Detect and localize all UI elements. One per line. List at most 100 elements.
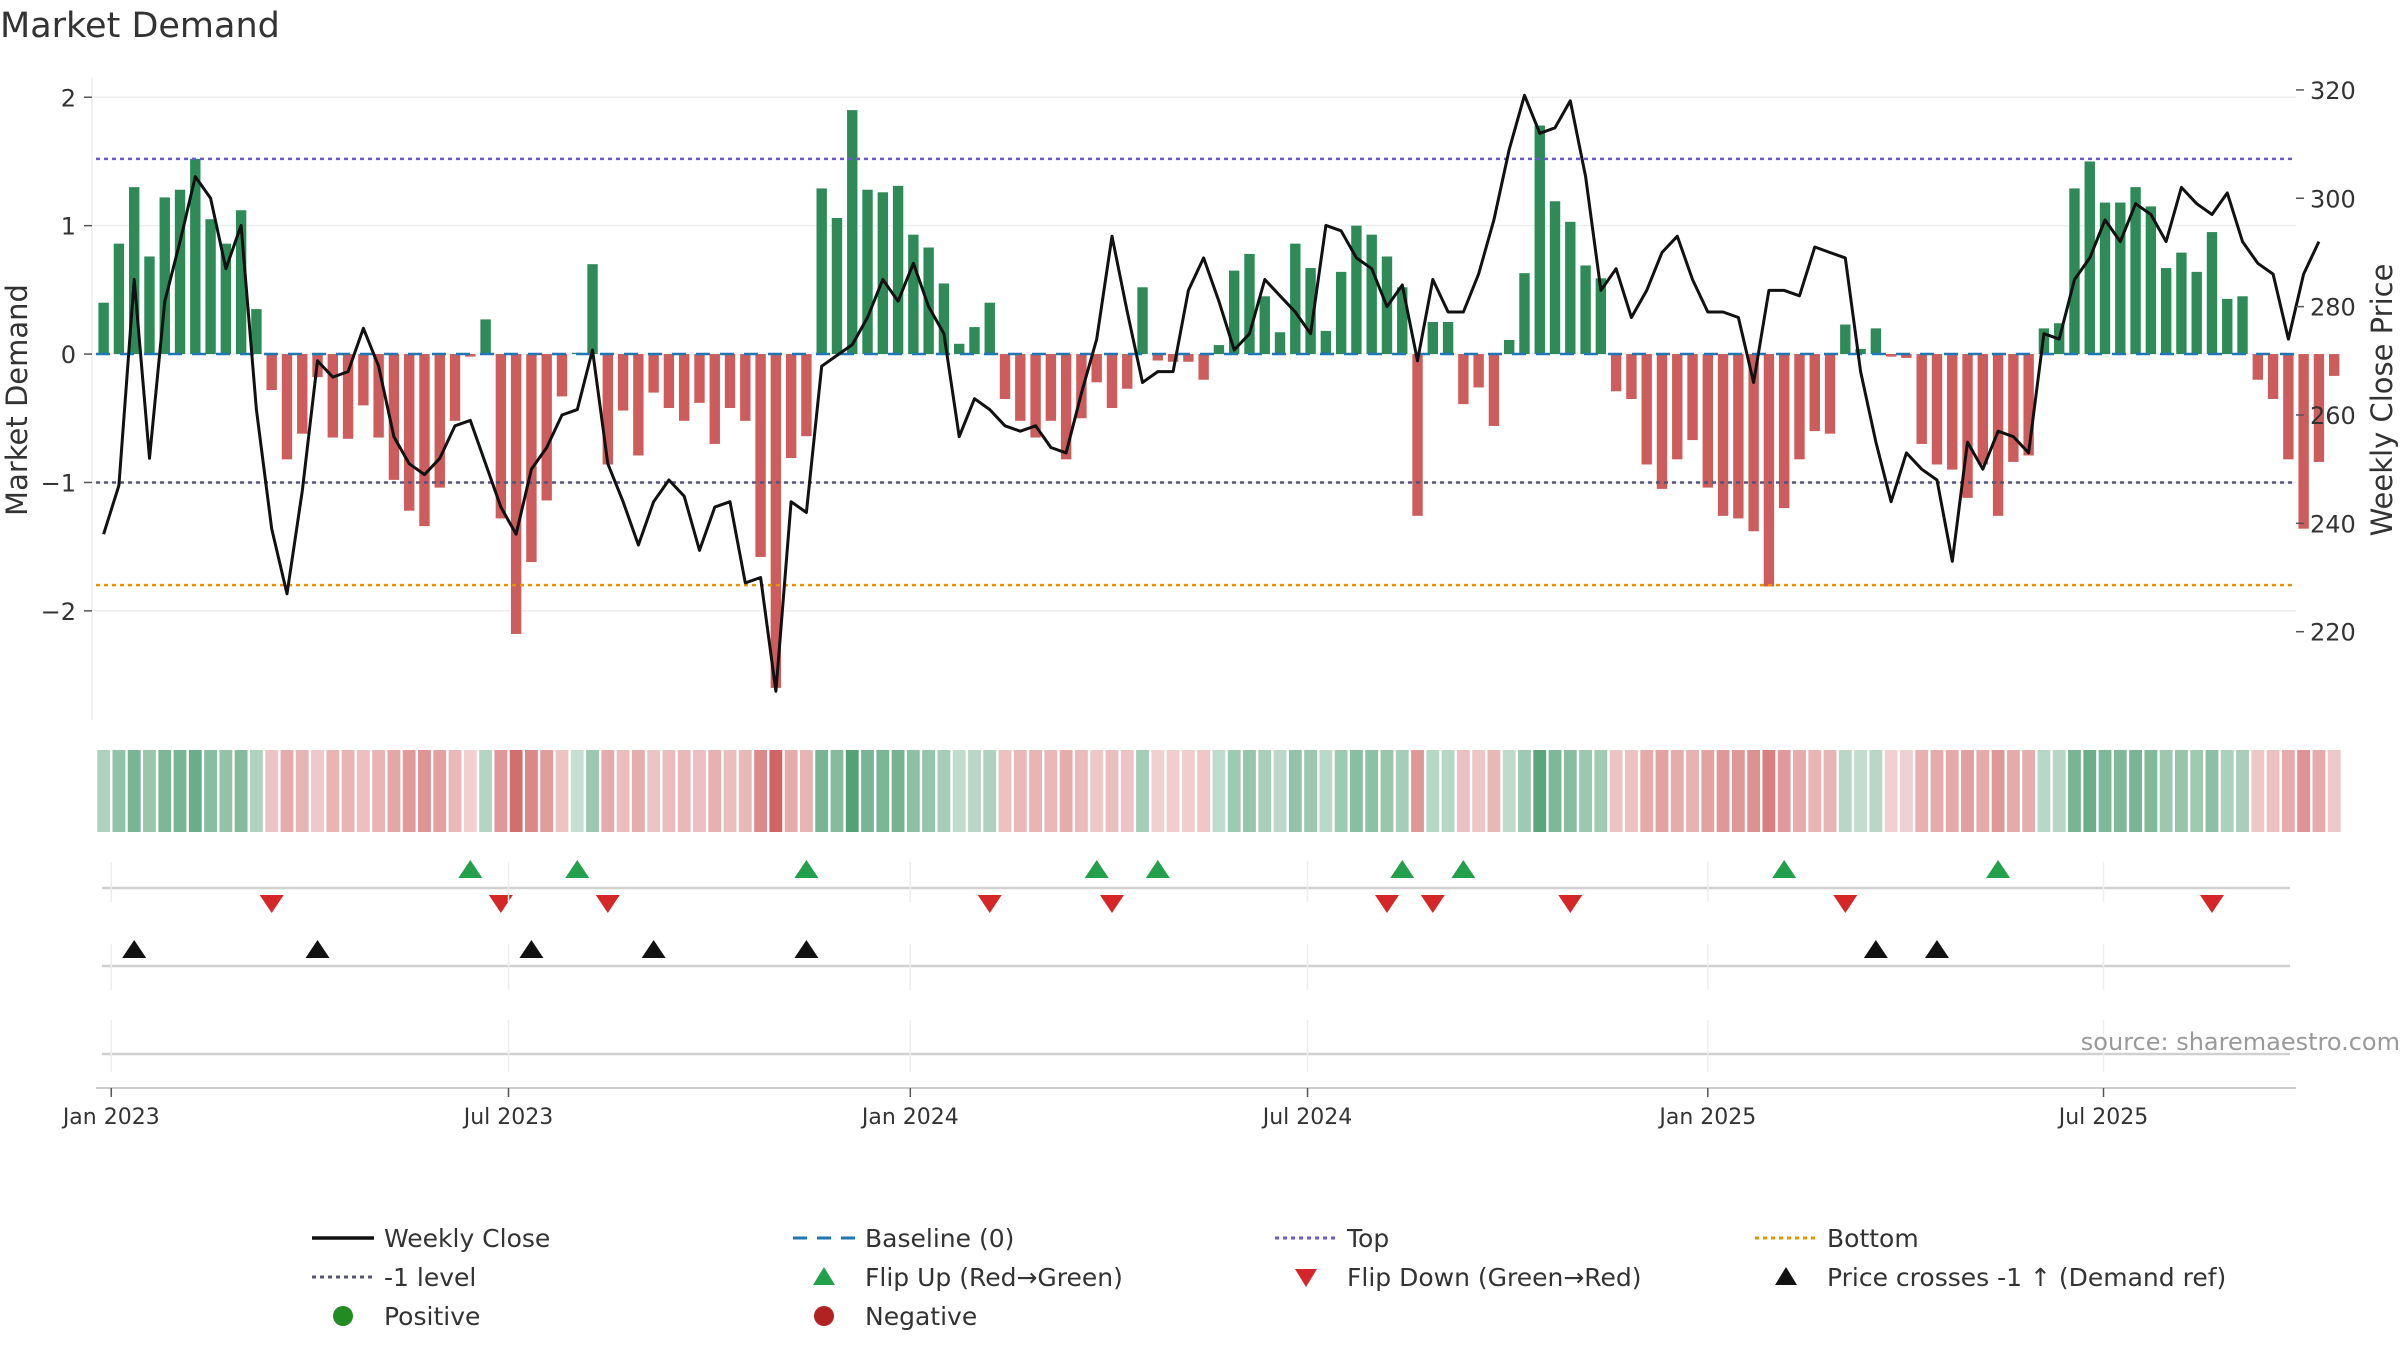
strip-cell [1075, 750, 1088, 832]
strip-cell [2083, 750, 2097, 832]
strip-cell [402, 750, 416, 832]
demand-bar [938, 283, 950, 355]
strip-cell [1059, 750, 1073, 832]
strip-cell [2175, 750, 2188, 832]
demand-bar [831, 217, 843, 355]
strip-cell [1151, 750, 1165, 832]
demand-bar [954, 343, 965, 355]
demand-bar [144, 256, 155, 355]
strip-cell [1808, 750, 1822, 832]
strip-cell [1243, 750, 1256, 832]
strip-cell [1166, 750, 1180, 832]
demand-bar [1305, 268, 1316, 355]
strip-cell [326, 750, 340, 832]
strip-cell [234, 750, 248, 832]
demand-bar [617, 354, 629, 411]
demand-bar [1122, 354, 1133, 389]
strip-cell [1915, 750, 1929, 832]
strip-cell [2205, 750, 2219, 832]
demand-bar [495, 354, 507, 519]
strip-cell [1793, 750, 1806, 832]
demand-bar [1916, 354, 1927, 444]
demand-bar [1427, 321, 1438, 355]
strip-cell [463, 750, 477, 832]
demand-bar [2023, 354, 2034, 456]
legend: Weekly Close Baseline (0) Top Bottom -1 leve… [312, 1224, 2226, 1331]
strip-cell [1609, 750, 1623, 832]
demand-bars [98, 110, 2340, 688]
demand-bar [98, 302, 109, 355]
demand-bar [1290, 243, 1301, 355]
strip-cell [723, 750, 737, 832]
strip-cell [998, 750, 1012, 832]
strip-cell [922, 750, 936, 832]
demand-bar [113, 243, 125, 355]
demand-bar [2115, 202, 2126, 355]
demand-color-strip [97, 750, 2341, 832]
demand-bar [2206, 232, 2218, 355]
flip-down-marker [488, 895, 513, 913]
demand-bar [388, 354, 400, 480]
demand-bar [1534, 125, 1545, 355]
strip-cell [1823, 750, 1837, 832]
strip-cell [2022, 750, 2036, 832]
strip-cell [479, 750, 492, 832]
strip-cell [1594, 750, 1608, 832]
x-tick-label: Jan 2023 [61, 1105, 160, 1130]
demand-bar [1641, 354, 1652, 465]
demand-bar [2252, 354, 2263, 380]
demand-bar [694, 354, 705, 403]
demand-bar [2099, 202, 2111, 355]
x-tick-label: Jul 2024 [1261, 1105, 1353, 1130]
legend-label: Bottom [1827, 1224, 1919, 1253]
strip-cell [952, 750, 966, 832]
strip-cell [2113, 750, 2127, 832]
demand-bar [480, 319, 491, 355]
demand-bar [2237, 296, 2248, 355]
legend-triangle-up-icon [813, 1267, 835, 1285]
strip-cell [1105, 750, 1119, 832]
legend-label: Weekly Close [384, 1224, 550, 1253]
price-cross-marker [305, 940, 330, 958]
price-cross-marker [641, 940, 666, 958]
strip-cell [2037, 750, 2051, 832]
demand-bar [1366, 234, 1377, 355]
strip-cell [1777, 750, 1791, 832]
demand-bar [633, 354, 644, 456]
demand-bar [1183, 354, 1194, 362]
demand-bar [235, 210, 247, 355]
left-tick-label: 1 [61, 213, 76, 241]
demand-bar [297, 354, 308, 434]
demand-bar [816, 188, 827, 355]
strip-cell [2006, 750, 2020, 832]
demand-bar [1626, 354, 1637, 399]
left-tick-label: 0 [61, 341, 76, 369]
right-tick-label: 320 [2310, 77, 2356, 105]
left-axis: 2 1 0 −1 −2 [41, 84, 92, 626]
strip-cell [1762, 750, 1776, 832]
weekly-close-line-group [102, 93, 2321, 693]
demand-bar [1351, 225, 1362, 355]
demand-bar [1748, 354, 1759, 532]
demand-bar [2008, 354, 2019, 462]
strip-cell [1976, 750, 1990, 832]
strip-cell [1365, 750, 1379, 832]
strip-cell [2236, 750, 2249, 832]
price-cross-marker [1863, 940, 1888, 958]
strip-cell [1579, 750, 1592, 832]
left-axis-label: Market Demand [0, 284, 34, 516]
flip-up-marker [1145, 860, 1170, 878]
strip-cell [188, 750, 202, 832]
demand-bar [1931, 354, 1943, 465]
strip-cell [372, 750, 386, 832]
strip-cell [647, 750, 661, 832]
demand-bar [1335, 271, 1347, 355]
strip-cell [158, 750, 172, 832]
demand-bar [923, 247, 934, 355]
strip-cell [708, 750, 722, 832]
demand-bar [801, 354, 812, 437]
strip-cell [1518, 750, 1531, 832]
demand-bar [1030, 354, 1041, 438]
demand-bar [358, 354, 369, 406]
strip-cell [250, 750, 263, 832]
